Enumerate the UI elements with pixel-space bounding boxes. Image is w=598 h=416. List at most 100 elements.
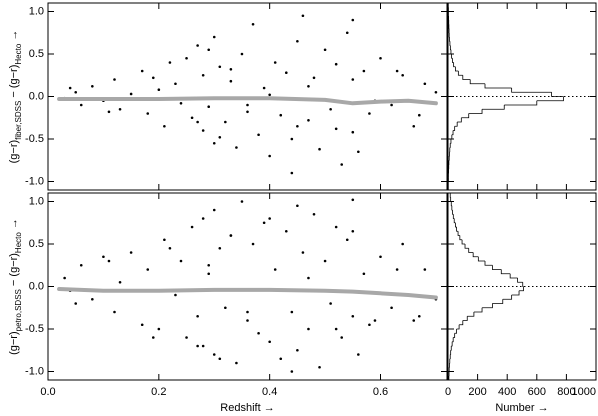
point [290, 171, 294, 175]
trend-line [57, 96, 438, 106]
point [201, 129, 205, 132]
point [168, 61, 172, 64]
histogram-bin [462, 316, 468, 321]
y-tick-label: -1.0 [25, 175, 44, 187]
point [318, 365, 321, 369]
histogram-bin [492, 299, 504, 304]
point [157, 327, 161, 331]
point [340, 336, 344, 339]
point [334, 327, 338, 331]
histogram-bin [453, 333, 456, 338]
histogram-bin [461, 113, 470, 119]
point [79, 263, 83, 267]
x-tick-label: 0.4 [262, 386, 277, 398]
point [207, 263, 211, 267]
point [74, 90, 78, 94]
point [129, 251, 133, 254]
point [368, 112, 371, 115]
point [163, 124, 166, 128]
point [273, 268, 277, 271]
point [224, 306, 227, 310]
point [334, 62, 338, 66]
point [351, 18, 355, 22]
histogram-bin [453, 126, 456, 131]
x-tick-label: 1000 [572, 386, 596, 398]
point [113, 78, 116, 81]
point [379, 255, 382, 259]
point [224, 120, 227, 124]
histogram-bin [450, 134, 453, 140]
point [140, 323, 144, 327]
histogram-bin [522, 282, 524, 287]
point [345, 31, 349, 35]
point [312, 212, 316, 216]
point [229, 79, 233, 83]
y-axis-label-part: Hecto [14, 232, 23, 253]
point [401, 242, 404, 246]
histogram-bin [469, 79, 485, 85]
histogram-bin [500, 269, 511, 275]
histogram-bin [451, 205, 453, 211]
histogram-bin [452, 58, 454, 63]
histogram-bin [551, 92, 564, 97]
point [107, 110, 111, 114]
point [323, 48, 327, 52]
point [151, 76, 155, 80]
histogram-bin [450, 201, 452, 207]
point [417, 314, 421, 318]
point [284, 229, 288, 233]
point [301, 14, 305, 18]
histogram-bin [461, 239, 466, 245]
point [212, 208, 216, 212]
point [379, 56, 382, 60]
points [63, 198, 438, 373]
point [329, 107, 332, 111]
point [351, 130, 355, 134]
histogram-bin [482, 105, 505, 110]
point [118, 280, 122, 284]
point [179, 102, 183, 105]
histogram-bin [452, 337, 454, 343]
point [401, 73, 404, 77]
histogram-bin [492, 265, 502, 270]
point [218, 136, 222, 139]
y-tick-label: -0.5 [25, 133, 44, 145]
point [190, 225, 194, 229]
point [235, 361, 238, 365]
point [246, 110, 249, 114]
point [229, 68, 233, 71]
trend-line [57, 287, 438, 300]
histogram-bin [454, 122, 458, 127]
point [190, 116, 194, 120]
histogram-bin [456, 227, 459, 232]
point [151, 336, 155, 339]
point [212, 141, 216, 145]
point [279, 357, 283, 361]
point [357, 353, 360, 356]
point [218, 246, 222, 250]
point [268, 217, 271, 220]
point [235, 146, 238, 149]
point [157, 88, 161, 91]
x-axis-label: Number → [495, 402, 548, 414]
point [240, 52, 244, 56]
point [395, 69, 399, 73]
y-axis-label: (g−r)fiber,SDSS − (g−r)Hecto → [8, 30, 23, 164]
histogram-bin [502, 295, 513, 300]
y-tick-label: -1.0 [25, 365, 44, 377]
point [196, 344, 199, 348]
point [345, 238, 349, 242]
point [168, 246, 172, 250]
histogram-bin [451, 130, 454, 136]
point [417, 113, 421, 117]
x-tick-label: 400 [498, 386, 516, 398]
y-tick-label: 1.0 [29, 5, 44, 17]
histogram-bin [519, 286, 524, 292]
point [290, 370, 294, 373]
histogram-bin [453, 218, 456, 224]
histogram-bin [511, 290, 520, 296]
point [296, 348, 299, 352]
point [246, 319, 249, 322]
point [257, 133, 260, 137]
